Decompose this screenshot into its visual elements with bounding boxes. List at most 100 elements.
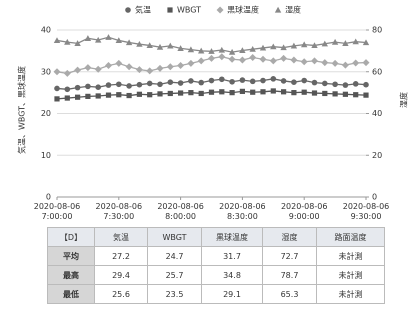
point	[54, 96, 59, 101]
y-tick-label: 0	[46, 193, 51, 202]
point	[229, 79, 235, 85]
point	[208, 55, 215, 62]
point	[64, 70, 71, 77]
point	[353, 81, 359, 87]
point	[209, 90, 214, 95]
point	[137, 92, 142, 97]
point	[260, 78, 266, 84]
point	[106, 93, 111, 98]
point	[168, 79, 174, 85]
table-cell: 【D】	[48, 228, 95, 247]
y2-tick-label: 0	[372, 193, 377, 202]
point	[332, 81, 338, 87]
point	[312, 90, 317, 95]
x-tick-line: 2020-08-06	[34, 202, 81, 211]
x-tick-line: 9:00:00	[289, 212, 320, 221]
point	[342, 62, 349, 69]
point	[302, 90, 307, 95]
point	[353, 92, 358, 97]
table-cell: 23.5	[148, 285, 202, 304]
point	[219, 76, 225, 82]
point	[178, 80, 184, 86]
point	[322, 81, 328, 87]
point	[188, 90, 193, 95]
table-cell: 平均	[48, 247, 95, 266]
point	[127, 93, 132, 98]
point	[270, 57, 277, 64]
point	[147, 92, 152, 97]
point	[352, 59, 359, 66]
point	[105, 34, 111, 40]
x-tick-line: 2020-08-06	[281, 202, 328, 211]
point	[322, 91, 327, 96]
point	[250, 79, 256, 85]
y2-tick-label: 20	[372, 151, 382, 160]
point	[363, 82, 369, 88]
table-cell: 78.7	[263, 266, 317, 285]
point	[65, 86, 71, 92]
x-tick-line: 2020-08-06	[219, 202, 266, 211]
point	[291, 79, 297, 85]
point	[168, 91, 173, 96]
legend-label: 湿度	[285, 5, 301, 15]
table-cell: 未計測	[317, 247, 385, 266]
y-tick-label: 40	[41, 26, 51, 35]
point	[74, 67, 81, 74]
point	[311, 57, 318, 64]
legend-marker	[275, 7, 281, 13]
point	[75, 95, 80, 100]
y2-axis-title: 湿度	[399, 92, 409, 108]
point	[363, 59, 370, 66]
point	[281, 78, 287, 84]
point	[54, 86, 60, 92]
point	[167, 63, 174, 70]
table-cell: 31.7	[202, 247, 263, 266]
point	[249, 54, 256, 61]
point	[240, 89, 245, 94]
point	[230, 90, 235, 95]
table-row: 最低25.623.529.165.3未計測	[48, 285, 385, 304]
table-cell: 29.4	[95, 266, 148, 285]
table-cell: 湿度	[263, 228, 317, 247]
page: 気温、WBGT、黒球温度 湿度 0102030400204060802020-0…	[0, 0, 419, 311]
y-tick-label: 10	[41, 151, 51, 160]
point	[54, 68, 61, 75]
table-cell: 27.2	[95, 247, 148, 266]
point	[54, 37, 60, 43]
table-cell: 黒球温度	[202, 228, 263, 247]
point	[84, 64, 91, 71]
point	[280, 55, 287, 62]
x-tick-line: 8:00:00	[165, 212, 196, 221]
y2-tick-label: 40	[372, 109, 382, 118]
point	[157, 81, 163, 87]
point	[178, 90, 183, 95]
y2-tick-label: 80	[372, 26, 382, 35]
point	[177, 62, 184, 69]
table-cell: 25.6	[95, 285, 148, 304]
point	[106, 82, 112, 88]
point	[260, 56, 267, 63]
point	[301, 78, 307, 84]
point	[96, 93, 101, 98]
table-cell: 34.8	[202, 266, 263, 285]
point	[198, 80, 204, 86]
point	[332, 60, 339, 67]
point	[343, 82, 349, 88]
point	[218, 53, 225, 60]
point	[146, 67, 153, 74]
x-tick-line: 7:30:00	[103, 212, 134, 221]
point	[188, 78, 194, 84]
x-tick-line: 2020-08-06	[96, 202, 143, 211]
point	[271, 88, 276, 93]
point	[116, 81, 122, 87]
point	[312, 80, 318, 86]
y-tick-label: 30	[41, 67, 51, 76]
table-cell: 25.7	[148, 266, 202, 285]
point	[229, 56, 236, 63]
table-cell: 65.3	[263, 285, 317, 304]
